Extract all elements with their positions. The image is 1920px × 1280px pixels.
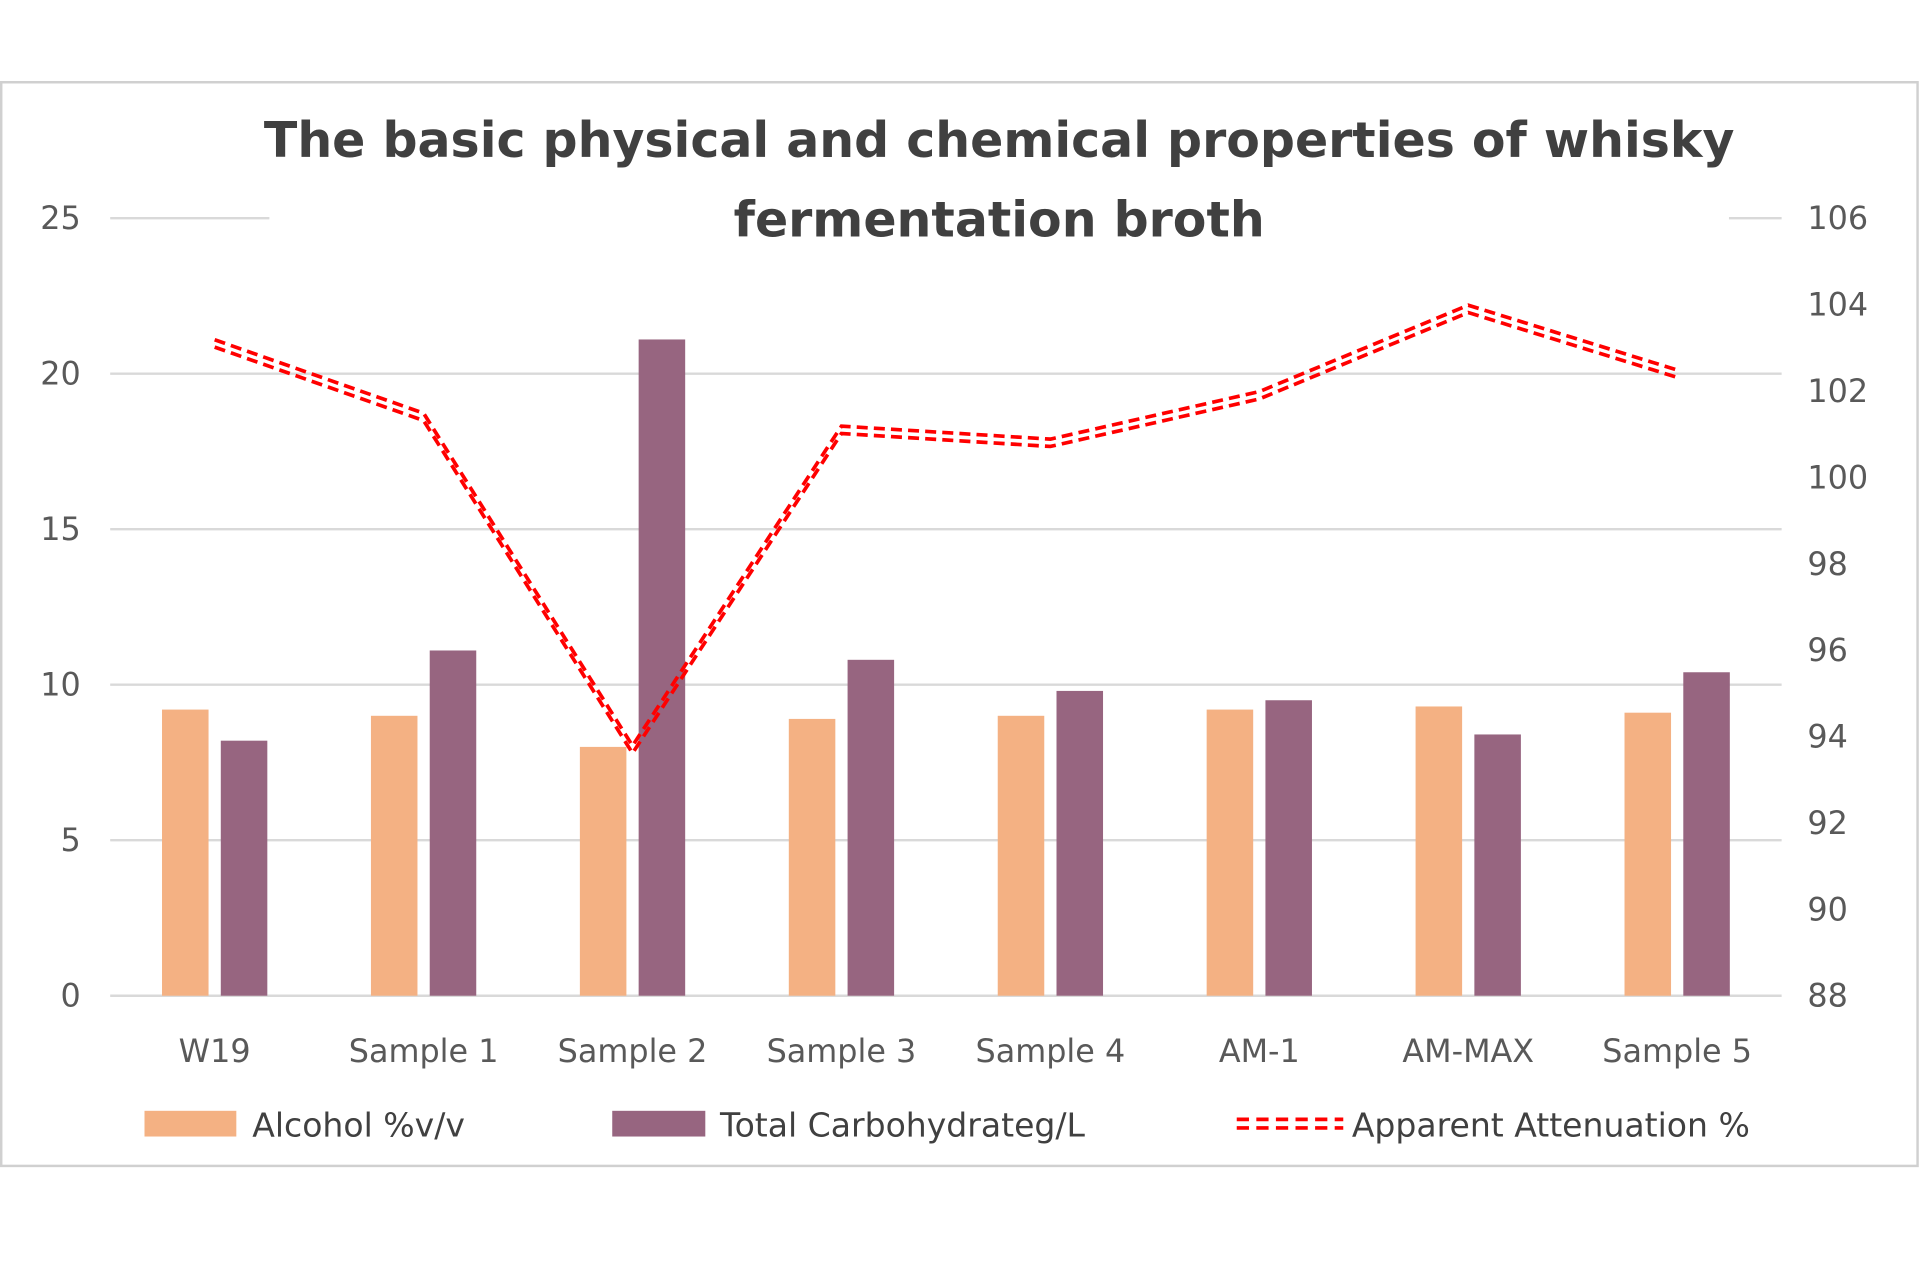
y-right-tick-label: 96 — [1807, 631, 1848, 669]
y-right-tick-label: 104 — [1807, 286, 1868, 324]
bar-alcohol — [370, 715, 418, 996]
bar-carbohydrate — [220, 740, 268, 996]
y-left-tick-label: 10 — [40, 666, 81, 704]
bar-alcohol — [1415, 706, 1463, 996]
y-right-tick-label: 102 — [1807, 372, 1868, 410]
y-left-tick-label: 15 — [40, 510, 81, 548]
bar-carbohydrate — [847, 659, 895, 996]
y-left-tick-label: 0 — [61, 977, 81, 1015]
bar-carbohydrate — [1056, 690, 1104, 996]
attenuation-line-b — [214, 310, 1678, 757]
y-left-tick-label: 5 — [61, 821, 81, 859]
y-right-tick-label: 106 — [1807, 199, 1868, 237]
bar-carbohydrate — [429, 650, 477, 996]
x-tick-label: Sample 2 — [558, 1032, 708, 1070]
y-left-tick-label: 20 — [40, 355, 81, 393]
bar-alcohol — [997, 715, 1045, 996]
x-tick-label: W19 — [179, 1032, 251, 1070]
legend-swatch-alcohol — [144, 1110, 237, 1137]
chart-title-line-1: The basic physical and chemical properti… — [264, 112, 1735, 169]
bar-carbohydrate — [638, 339, 686, 996]
x-tick-label: AM-MAX — [1402, 1032, 1534, 1070]
x-tick-label: Sample 1 — [349, 1032, 499, 1070]
y-right-tick-label: 98 — [1807, 545, 1848, 583]
y-right-tick-label: 100 — [1807, 458, 1868, 496]
legend-label-alcohol: Alcohol %v/v — [252, 1106, 465, 1145]
chart-title-line-2: fermentation broth — [734, 192, 1265, 249]
y-right-tick-label: 92 — [1807, 804, 1848, 842]
y-left-tick-label: 25 — [40, 199, 81, 237]
bar-carbohydrate — [1265, 700, 1312, 996]
chart-frame — [0, 81, 1919, 1168]
attenuation-line-a — [214, 303, 1678, 750]
x-tick-label: Sample 5 — [1602, 1032, 1752, 1070]
bar-alcohol — [1206, 709, 1254, 996]
bar-alcohol — [162, 709, 209, 996]
y-right-tick-label: 94 — [1807, 718, 1848, 756]
legend-label-attenuation: Apparent Attenuation % — [1352, 1106, 1750, 1145]
x-tick-label: Sample 4 — [976, 1032, 1126, 1070]
y-right-tick-label: 90 — [1807, 890, 1848, 928]
legend-label-carbohydrate: Total Carbohydrateg/L — [719, 1106, 1086, 1145]
bar-carbohydrate — [1683, 672, 1730, 996]
y-right-tick-label: 88 — [1807, 977, 1848, 1015]
legend: Alcohol %v/v Total Carbohydrateg/L Appar… — [144, 1106, 1750, 1145]
bar-alcohol — [1624, 712, 1672, 996]
legend-swatch-carbohydrate — [612, 1110, 706, 1137]
x-tick-label: Sample 3 — [767, 1032, 917, 1070]
bar-alcohol — [788, 718, 836, 996]
bar-alcohol — [579, 746, 627, 996]
x-tick-label: AM-1 — [1219, 1032, 1300, 1070]
bar-carbohydrate — [1474, 734, 1521, 996]
